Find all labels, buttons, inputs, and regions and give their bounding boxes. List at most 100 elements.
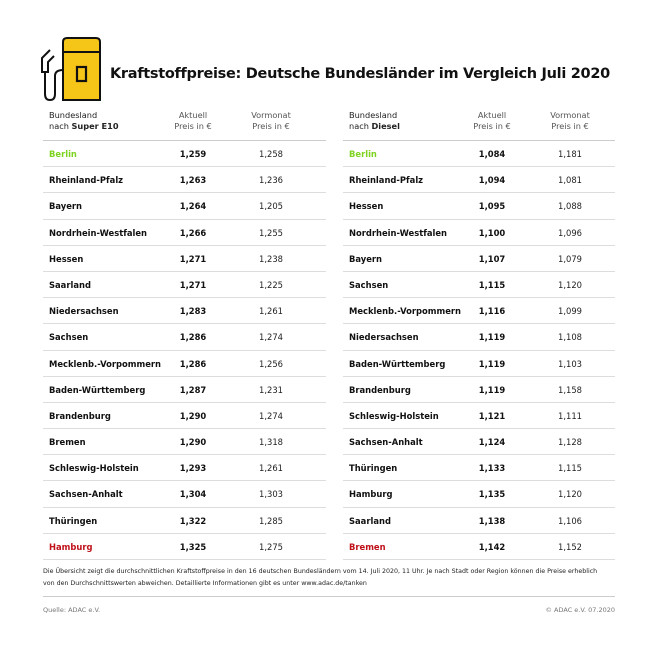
current-price: 1,142 (478, 541, 506, 552)
previous-price: 1,238 (259, 253, 283, 264)
current-price: 1,100 (478, 227, 506, 238)
state-name: Baden-Württemberg (49, 384, 146, 395)
current-price: 1,286 (179, 332, 207, 343)
current-price: 1,094 (478, 175, 506, 186)
table-row: Sachsen 1,286 1,274 (43, 324, 326, 351)
table-row: Brandenburg 1,290 1,274 (43, 403, 326, 430)
header-text: Preis in € (252, 121, 290, 131)
table-row: Hamburg 1,135 1,120 (343, 481, 615, 508)
current-price: 1,135 (478, 489, 506, 500)
previous-price: 1,231 (259, 384, 283, 395)
previous-price: 1,128 (558, 437, 582, 448)
table-header: Bundesland nach Super E10 Aktuell Preis in… (43, 110, 326, 141)
header-text: Preis in € (473, 121, 511, 131)
header-current: Aktuell Preis in € (457, 110, 527, 132)
previous-price: 1,285 (259, 515, 283, 526)
previous-price: 1,258 (259, 149, 283, 159)
current-price: 1,259 (179, 149, 207, 159)
state-name: Sachsen (349, 279, 389, 290)
fuel-type: Diesel (371, 121, 400, 131)
page-title: Kraftstoffpreise: Deutsche Bundesländer … (110, 66, 610, 82)
table-row: Nordrhein-Westfalen 1,266 1,255 (43, 220, 326, 246)
state-name: Brandenburg (49, 410, 111, 421)
header-text: Bundesland (49, 110, 98, 120)
copyright-label: © ADAC e.V. 07.2020 (545, 606, 615, 614)
table-row: Rheinland-Pfalz 1,263 1,236 (43, 167, 326, 194)
table-row: Baden-Württemberg 1,119 1,103 (343, 351, 615, 377)
current-price: 1,095 (478, 201, 506, 212)
previous-price: 1,079 (558, 253, 582, 264)
header-previous: Vormonat Preis in € (535, 110, 605, 132)
state-name: Rheinland-Pfalz (49, 175, 124, 186)
table-row: Sachsen-Anhalt 1,124 1,128 (343, 429, 615, 456)
previous-price: 1,115 (558, 463, 582, 474)
header-text: Preis in € (551, 121, 589, 131)
current-price: 1,121 (478, 410, 506, 421)
previous-price: 1,205 (259, 201, 283, 212)
previous-price: 1,096 (558, 227, 582, 238)
previous-price: 1,099 (558, 306, 582, 317)
fuel-type: Super E10 (71, 121, 119, 131)
state-name: Baden-Württemberg (349, 358, 446, 369)
table-row: Hessen 1,095 1,088 (343, 193, 615, 220)
header-text: nach (349, 121, 372, 131)
state-name: Hessen (49, 253, 84, 264)
state-name: Thüringen (49, 515, 98, 526)
current-price: 1,304 (179, 489, 207, 500)
previous-price: 1,225 (259, 279, 283, 290)
state-name: Sachsen-Anhalt (349, 437, 423, 448)
state-name: Rheinland-Pfalz (349, 175, 424, 186)
current-price: 1,115 (478, 279, 506, 290)
header-text: Aktuell (178, 110, 208, 120)
table-row: Rheinland-Pfalz 1,094 1,081 (343, 167, 615, 194)
previous-price: 1,261 (259, 306, 283, 317)
state-name: Hessen (349, 201, 384, 212)
previous-price: 1,152 (558, 541, 582, 552)
previous-price: 1,318 (259, 437, 283, 448)
table-row: Bremen 1,142 1,152 (343, 534, 615, 560)
previous-price: 1,081 (558, 175, 582, 186)
previous-price: 1,255 (259, 227, 283, 238)
current-price: 1,116 (478, 306, 506, 317)
table-row: Bayern 1,107 1,079 (343, 246, 615, 272)
table-row: Bayern 1,264 1,205 (43, 193, 326, 220)
fuel-pump-icon (41, 37, 101, 102)
previous-price: 1,274 (259, 332, 283, 343)
header-state: Bundesland nach Super E10 (49, 110, 119, 132)
current-price: 1,286 (179, 358, 207, 369)
current-price: 1,325 (179, 541, 207, 552)
state-name: Bayern (349, 253, 383, 264)
previous-price: 1,256 (259, 358, 283, 369)
header-text: Aktuell (477, 110, 507, 120)
previous-price: 1,088 (558, 201, 582, 212)
current-price: 1,271 (179, 279, 207, 290)
current-price: 1,084 (478, 149, 506, 159)
table-row: Baden-Württemberg 1,287 1,231 (43, 377, 326, 403)
table-row: Niedersachsen 1,283 1,261 (43, 298, 326, 325)
state-name: Berlin (349, 149, 377, 159)
current-price: 1,138 (478, 515, 506, 526)
state-name: Niedersachsen (349, 332, 419, 343)
table-row: Saarland 1,271 1,225 (43, 272, 326, 299)
previous-price: 1,236 (259, 175, 283, 186)
previous-price: 1,111 (558, 410, 582, 421)
footnote: Die Übersicht zeigt die durchschnittlich… (43, 568, 598, 587)
table-row: Berlin 1,259 1,258 (43, 141, 326, 168)
header-text: Preis in € (174, 121, 212, 131)
table-row: Schleswig-Holstein 1,121 1,111 (343, 403, 615, 430)
current-price: 1,119 (478, 358, 506, 369)
table-row: Brandenburg 1,119 1,158 (343, 377, 615, 403)
previous-price: 1,158 (558, 384, 582, 395)
state-name: Hamburg (349, 489, 393, 500)
table-row: Saarland 1,138 1,106 (343, 508, 615, 534)
state-name: Brandenburg (349, 384, 411, 395)
previous-price: 1,108 (558, 332, 582, 343)
current-price: 1,107 (478, 253, 506, 264)
table-row: Thüringen 1,322 1,285 (43, 508, 326, 534)
table-row: Mecklenb.-Vorpommern 1,286 1,256 (43, 351, 326, 377)
state-name: Berlin (49, 149, 77, 159)
state-name: Nordrhein-Westfalen (49, 227, 148, 238)
state-name: Hamburg (49, 541, 93, 552)
table-row: Berlin 1,084 1,181 (343, 141, 615, 168)
